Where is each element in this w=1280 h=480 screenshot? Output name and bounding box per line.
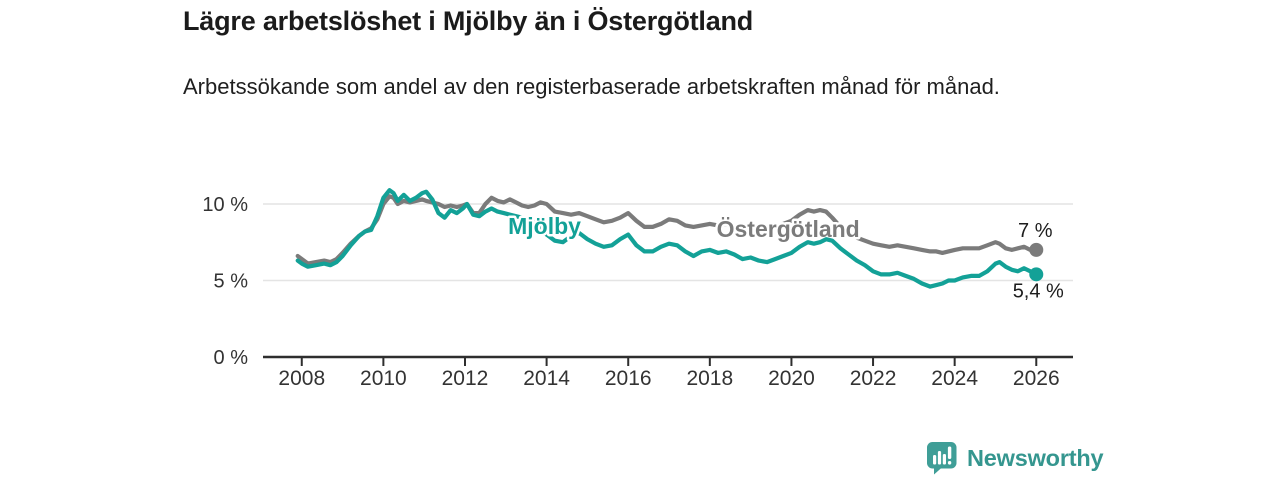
series-line-mjolby <box>295 188 1039 289</box>
x-axis-label-2018: 2018 <box>686 367 733 390</box>
newsworthy-logo-icon <box>927 442 957 475</box>
x-axis-label-2016: 2016 <box>605 367 652 390</box>
y-axis-label-5pct: 5 % <box>214 270 249 292</box>
y-axis-label-0pct: 0 % <box>214 347 249 369</box>
x-axis-label-2024: 2024 <box>931 367 978 390</box>
x-axis-label-2014: 2014 <box>523 367 570 390</box>
end-value-label-ostergotland: 7 % <box>1018 220 1053 242</box>
chart-title: Lägre arbetslöshet i Mjölby än i Östergö… <box>183 6 754 36</box>
series-line-ostergotland <box>295 194 1039 266</box>
brand-name: Newsworthy <box>967 444 1104 471</box>
chart-subtitle: Arbetssökande som andel av den registerb… <box>183 74 1000 99</box>
x-axis-label-2012: 2012 <box>442 367 489 390</box>
brand-footer: Newsworthy <box>926 441 1104 475</box>
x-axis-label-2010: 2010 <box>360 367 407 390</box>
series-label-ostergotland: Östergötland <box>717 216 860 242</box>
end-value-label-mjolby: 5,4 % <box>1013 280 1064 302</box>
y-axis-label-10pct: 10 % <box>202 194 248 216</box>
series-endpoint-dot-ostergotland <box>1029 242 1044 257</box>
series-label-mjolby: Mjölby <box>508 213 581 239</box>
x-axis-label-2020: 2020 <box>768 367 815 390</box>
x-axis-label-2008: 2008 <box>278 367 325 390</box>
x-axis-label-2026: 2026 <box>1013 367 1060 390</box>
x-axis-label-2022: 2022 <box>850 367 897 390</box>
series-endpoint-dot-mjolby <box>1029 267 1044 282</box>
